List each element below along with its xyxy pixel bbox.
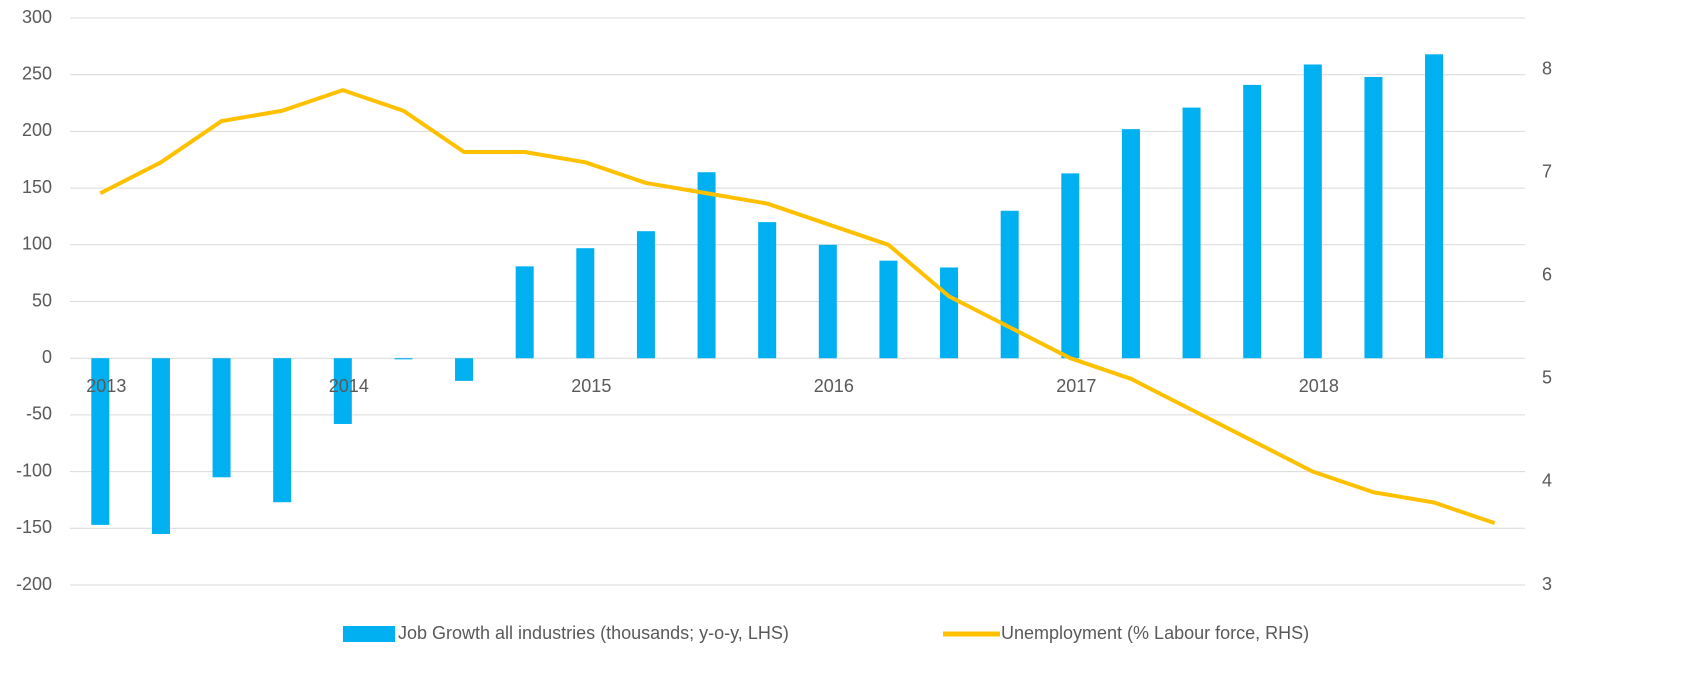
y-tick-label: 300 — [22, 7, 52, 27]
x-tick-label: 2017 — [1056, 376, 1096, 396]
y-tick-label: 50 — [32, 290, 52, 310]
bar — [273, 358, 292, 503]
bar — [151, 358, 170, 534]
bar — [940, 267, 959, 359]
y-tick-label: 250 — [22, 63, 52, 83]
bar — [758, 222, 777, 359]
y-tick-label: -50 — [26, 404, 52, 424]
y-tick-label: -100 — [16, 460, 52, 480]
bar — [576, 248, 595, 359]
y-tick-label: -150 — [16, 517, 52, 537]
bar — [1364, 76, 1383, 359]
bar — [1061, 173, 1080, 359]
y-tick-label: 200 — [22, 120, 52, 140]
y-tick-label: 150 — [22, 177, 52, 197]
bar — [879, 260, 898, 359]
x-tick-label: 2018 — [1299, 376, 1339, 396]
y2-tick-label: 8 — [1542, 58, 1552, 78]
bar — [1121, 129, 1140, 359]
y2-tick-label: 6 — [1542, 264, 1552, 284]
y-tick-label: -200 — [16, 574, 52, 594]
bar — [697, 172, 716, 359]
legend-label: Job Growth all industries (thousands; y-… — [398, 623, 789, 643]
bar — [1425, 54, 1444, 359]
bar — [1243, 84, 1262, 359]
x-tick-label: 2013 — [86, 376, 126, 396]
x-tick-label: 2016 — [814, 376, 854, 396]
x-tick-label: 2015 — [571, 376, 611, 396]
bar — [636, 231, 655, 359]
bar — [515, 266, 534, 359]
y2-tick-label: 7 — [1542, 161, 1552, 181]
legend-swatch — [343, 626, 395, 642]
x-tick-label: 2014 — [329, 376, 369, 396]
line — [99, 88, 1496, 526]
y2-tick-label: 3 — [1542, 574, 1552, 594]
bar — [91, 358, 110, 525]
bar — [1182, 107, 1201, 359]
y-tick-label: 100 — [22, 234, 52, 254]
bar — [1000, 210, 1019, 359]
y-tick-label: 0 — [42, 347, 52, 367]
legend-label: Unemployment (% Labour force, RHS) — [1001, 623, 1309, 643]
bar — [212, 358, 231, 478]
bar — [818, 244, 837, 359]
bar — [394, 358, 413, 360]
bar — [333, 358, 352, 424]
bar — [455, 358, 474, 381]
bar — [1303, 64, 1322, 359]
y2-tick-label: 4 — [1542, 471, 1552, 491]
y2-tick-label: 5 — [1542, 368, 1552, 388]
